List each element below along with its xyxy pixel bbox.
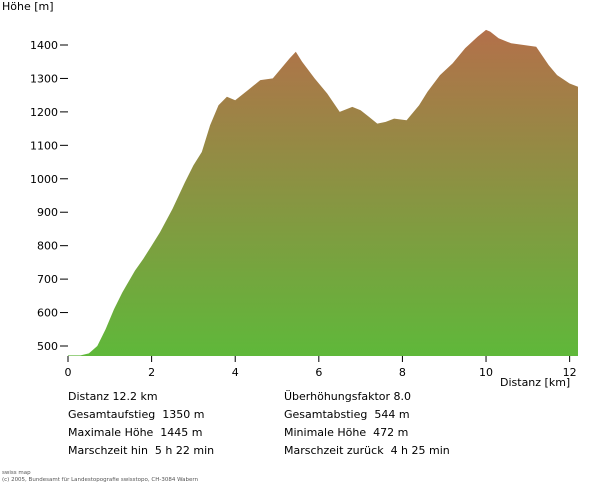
y-axis: 500 600 700 800 900 1000 1100 1200 1300 1400	[30, 39, 68, 353]
x-tick-label: 2	[148, 366, 155, 379]
copyright-logo-text: swiss map	[2, 470, 31, 476]
stat-total-ascent: Gesamtaufstieg 1350 m	[68, 408, 205, 421]
y-axis-title: Höhe [m]	[2, 0, 54, 13]
stat-time-outbound: Marschzeit hin 5 h 22 min	[68, 444, 215, 457]
x-tick-label: 4	[232, 366, 239, 379]
y-tick-label: 1200	[30, 106, 58, 119]
stat-max-height: Maximale Höhe 1445 m	[68, 426, 203, 439]
y-tick-label: 600	[37, 307, 58, 320]
stats-left: Distanz 12.2 km Gesamtaufstieg 1350 m Ma…	[68, 388, 214, 460]
stats-right: Überhöhungsfaktor 8.0 Gesamtabstieg 544 …	[284, 388, 450, 460]
x-tick-label: 0	[65, 366, 72, 379]
x-axis-title: Distanz [km]	[500, 376, 570, 389]
y-tick-label: 900	[37, 206, 58, 219]
x-tick-label: 8	[399, 366, 406, 379]
stat-distance: Distanz 12.2 km	[68, 390, 158, 403]
y-tick-label: 1300	[30, 72, 58, 85]
x-tick-label: 12	[563, 366, 577, 379]
stat-min-height: Minimale Höhe 472 m	[284, 426, 409, 439]
y-tick-label: 1400	[30, 39, 58, 52]
elevation-area	[68, 29, 578, 357]
stat-exaggeration: Überhöhungsfaktor 8.0	[284, 390, 411, 403]
x-tick-label: 6	[315, 366, 322, 379]
x-axis: 0 2 4 6 8 10 12	[65, 356, 577, 379]
x-tick-label: 10	[479, 366, 493, 379]
stat-time-return: Marschzeit zurück 4 h 25 min	[284, 444, 450, 457]
y-tick-label: 700	[37, 273, 58, 286]
y-tick-label: 800	[37, 240, 58, 253]
stat-total-descent: Gesamtabstieg 544 m	[284, 408, 410, 421]
y-tick-label: 1000	[30, 173, 58, 186]
plot-area	[68, 29, 578, 357]
y-tick-label: 500	[37, 340, 58, 353]
y-tick-label: 1100	[30, 139, 58, 152]
copyright-notice: (c) 2005, Bundesamt für Landestopografie…	[2, 477, 199, 483]
